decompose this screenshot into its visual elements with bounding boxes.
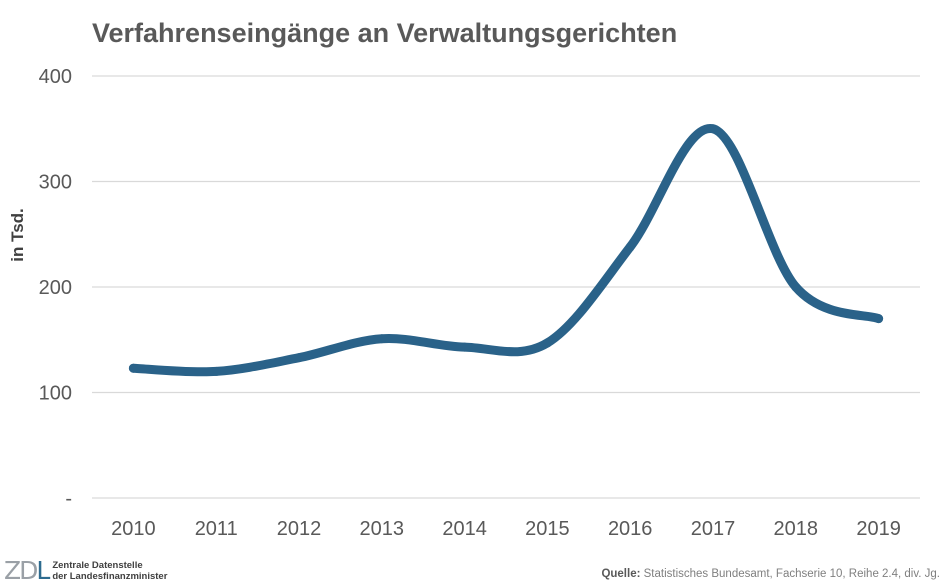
source-text: Statistisches Bundesamt, Fachserie 10, R…: [640, 568, 940, 580]
source-note: Quelle: Statistisches Bundesamt, Fachser…: [601, 568, 940, 580]
y-axis-label: in Tsd.: [8, 208, 27, 262]
y-tick-label: 200: [39, 277, 72, 299]
logo-text: Zentrale Datenstelle der Landesfinanzmin…: [52, 560, 167, 582]
source-label: Quelle:: [601, 568, 641, 580]
x-tick-label: 2019: [856, 518, 901, 540]
x-tick-label: 2012: [277, 518, 322, 540]
grid-lines: [92, 75, 920, 499]
y-axis-ticks: 400 300 200 100 -: [39, 66, 72, 510]
data-point-2015: [542, 338, 552, 348]
y-tick-label: 100: [39, 383, 72, 405]
x-tick-label: 2017: [691, 518, 736, 540]
x-tick-label: 2015: [525, 518, 570, 540]
x-tick-label: 2011: [195, 518, 238, 540]
data-point-2016: [625, 242, 635, 252]
data-point-2010: [128, 363, 138, 373]
logo-mark: ZDL: [4, 556, 50, 585]
x-tick-label: 2016: [608, 518, 653, 540]
y-tick-label: 400: [39, 66, 72, 88]
data-point-2017: [708, 124, 718, 134]
zdl-logo: ZDL Zentrale Datenstelle der Landesfinan…: [4, 558, 167, 584]
chart-title: Verfahrenseingänge an Verwaltungsgericht…: [92, 18, 678, 48]
data-point-2018: [791, 282, 801, 292]
data-point-2014: [460, 342, 470, 352]
x-tick-label: 2014: [442, 518, 487, 540]
y-tick-label: 300: [39, 172, 72, 194]
x-tick-label: 2013: [360, 518, 405, 540]
series-line: [128, 124, 884, 377]
x-axis-ticks: 2010 2011 2012 2013 2014 2015 2016 2017 2018 2019: [111, 518, 901, 540]
logo-line-2: der Landesfinanzminister: [52, 571, 168, 582]
x-tick-label: 2018: [774, 518, 819, 540]
x-tick-label: 2010: [111, 518, 156, 540]
data-point-2012: [294, 353, 304, 363]
y-tick-label: -: [65, 488, 72, 510]
data-point-2013: [377, 334, 387, 344]
series-layer: [128, 124, 884, 377]
logo-line-1: Zentrale Datenstelle: [52, 560, 143, 571]
data-point-2011: [211, 366, 221, 376]
data-point-2019: [874, 314, 884, 324]
